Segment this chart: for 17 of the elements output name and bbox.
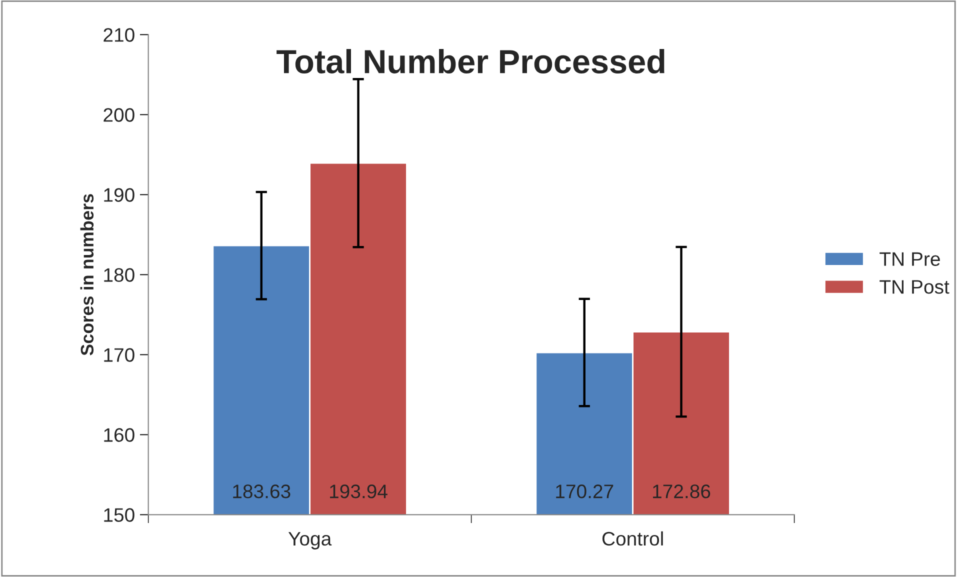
legend-label: TN Post — [880, 280, 950, 294]
y-tick-label: 200 — [104, 108, 134, 122]
data-label: 193.94 — [330, 484, 388, 498]
data-label: 170.27 — [556, 484, 614, 498]
y-tick-label: 210 — [104, 28, 134, 42]
data-label: 183.63 — [233, 484, 290, 498]
x-tick-label: Control — [602, 531, 663, 546]
y-tick-label: 150 — [104, 508, 134, 522]
y-tick-label: 180 — [104, 268, 134, 282]
data-label: 172.86 — [653, 484, 710, 498]
chart-title: Total Number Processed — [276, 49, 664, 74]
y-axis-title: Scores in numbers — [80, 194, 94, 356]
y-tick-label: 170 — [104, 348, 134, 362]
y-tick-label: 160 — [104, 428, 134, 442]
y-tick-label: 190 — [104, 188, 134, 202]
legend-label: TN Pre — [880, 252, 940, 266]
x-tick-label: Yoga — [288, 532, 332, 550]
